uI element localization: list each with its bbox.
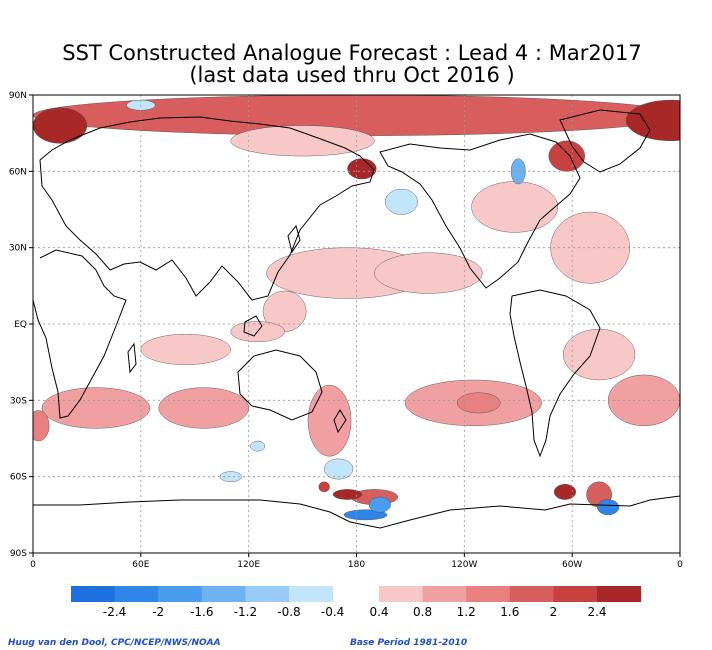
coast-antarctica [33, 495, 680, 529]
colorbar-warm-bin-4 [553, 586, 598, 602]
colorbar-warm-bin-5 [597, 586, 642, 602]
x-tick-label-0: 0 [30, 560, 36, 570]
anomaly-region-31 [597, 499, 620, 516]
colorbar-label-8: 1.2 [457, 605, 476, 619]
anomaly-region-18 [562, 328, 636, 381]
coast-africa [33, 249, 127, 419]
colorbar-label-0: -2.4 [103, 605, 126, 619]
colorbar: -2.4 -2 -1.6 -1.2 -0.8 -0.4 0.4 0.8 1.2 1.6 2 2.4 [71, 586, 642, 619]
credit-base-period: Base Period 1981-2010 [350, 638, 467, 648]
anomaly-region-34 [250, 440, 266, 452]
coast-greenland [559, 109, 651, 173]
y-tick-label-1: 60N [9, 167, 27, 177]
anomaly-region-17 [456, 392, 501, 414]
y-tick-label-5: 60S [10, 473, 27, 483]
colorbar-label-7: 0.8 [413, 605, 432, 619]
colorbar-label-11: 2.4 [587, 605, 606, 619]
colorbar-label-6: 0.4 [369, 605, 388, 619]
anomaly-region-26 [385, 188, 418, 215]
anomaly-region-29 [343, 509, 388, 521]
y-tick-label-0: 90N [9, 91, 27, 101]
anomaly-region-6 [471, 181, 558, 233]
colorbar-cold-bin-3 [201, 586, 246, 602]
latitude-ticks: 90N 60N 30N EQ 30S 60S 90S [9, 91, 33, 559]
colorbar-label-10: 2 [550, 605, 558, 619]
colorbar-label-5: -0.4 [321, 605, 344, 619]
anomaly-region-9 [374, 252, 483, 294]
y-tick-label-6: 90S [10, 549, 27, 559]
coast-new-zealand [333, 409, 347, 434]
anomaly-layer [33, 95, 680, 521]
anomaly-region-14 [158, 387, 249, 429]
coast-north-america [379, 133, 581, 289]
coast-madagascar [127, 342, 137, 374]
anomaly-region-20 [33, 410, 50, 442]
y-tick-label-3: EQ [14, 320, 27, 330]
anomaly-region-25 [318, 481, 330, 493]
colorbar-label-4: -0.8 [277, 605, 300, 619]
anomaly-region-3 [230, 125, 375, 157]
colorbar-cold-bin-4 [245, 586, 290, 602]
coast-south-america [509, 289, 601, 458]
colorbar-label-2: -1.6 [190, 605, 213, 619]
anomaly-region-30 [368, 496, 391, 513]
coast-japan [287, 224, 301, 254]
x-tick-label-5: 60W [562, 560, 582, 570]
coast-borneo [243, 315, 263, 337]
anomaly-region-12 [140, 333, 231, 365]
chart-title: SST Constructed Analogue Forecast : Lead… [62, 41, 642, 65]
anomaly-region-22 [332, 489, 363, 500]
y-tick-label-2: 30N [9, 244, 27, 254]
colorbar-label-3: -1.2 [234, 605, 257, 619]
anomaly-region-5 [347, 158, 377, 180]
colorbar-label-1: -2 [152, 605, 164, 619]
colorbar-label-9: 1.6 [500, 605, 519, 619]
colorbar-cold-bin-2 [158, 586, 203, 602]
x-tick-label-2: 120E [237, 560, 260, 570]
y-tick-label-4: 30S [10, 396, 27, 406]
colorbar-warm-bin-3 [509, 586, 554, 602]
anomaly-region-7 [550, 211, 630, 284]
colorbar-warm-bin-1 [422, 586, 467, 602]
colorbar-warm-bin-0 [379, 586, 424, 602]
colorbar-cold-bin-0 [71, 586, 116, 602]
anomaly-region-4 [548, 140, 585, 172]
coastlines [33, 109, 680, 529]
anomaly-region-15 [307, 384, 352, 457]
anomaly-region-13 [41, 387, 151, 429]
longitude-ticks: 0 60E 120E 180 120W 60W 0 [30, 553, 683, 570]
coast-eurasia [39, 116, 375, 301]
gridlines [33, 95, 680, 553]
anomaly-region-1 [625, 99, 680, 141]
x-tick-label-4: 120W [451, 560, 477, 570]
anomaly-region-23 [553, 484, 576, 500]
credit-author: Huug van den Dool, CPC/NCEP/NWS/NOAA [8, 638, 221, 648]
chart-subtitle: (last data used thru Oct 2016 ) [189, 63, 514, 87]
colorbar-cold-bin-1 [114, 586, 159, 602]
x-tick-label-3: 180 [348, 560, 365, 570]
coast-australia [237, 349, 323, 421]
x-tick-label-1: 60E [132, 560, 149, 570]
anomaly-region-2 [33, 107, 88, 144]
anomaly-region-27 [323, 458, 354, 480]
colorbar-cold-bin-5 [289, 586, 334, 602]
colorbar-warm-bin-2 [466, 586, 511, 602]
x-tick-label-6: 0 [677, 560, 683, 570]
